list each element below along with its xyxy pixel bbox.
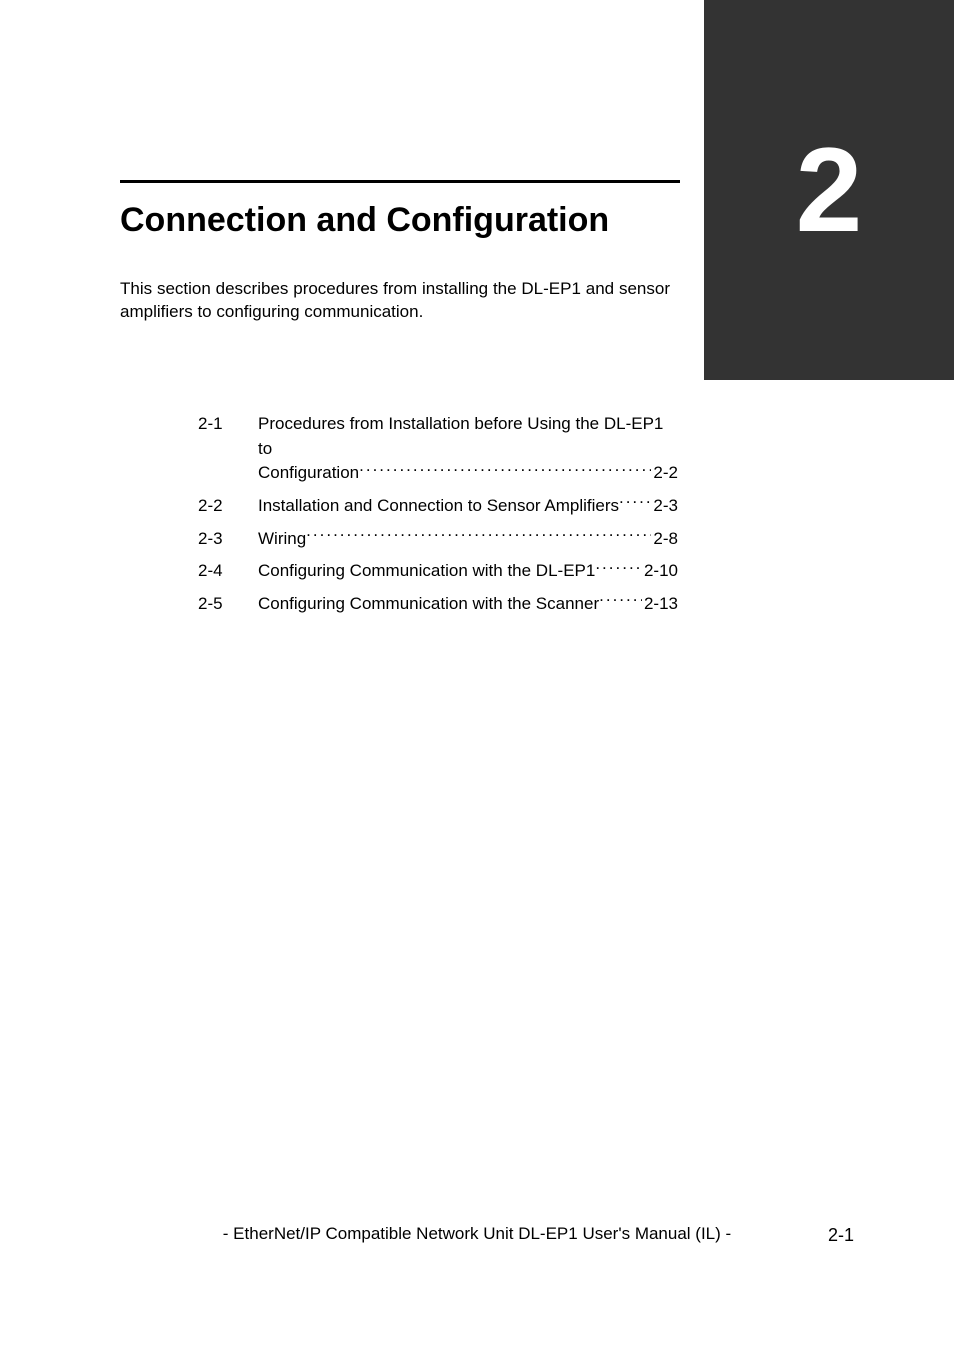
page-number: 2-1 [828, 1225, 854, 1246]
chapter-title: Connection and Configuration [120, 183, 680, 240]
toc-item-text: Procedures from Installation before Usin… [258, 412, 678, 486]
page: 2 Connection and Configuration This sect… [0, 0, 954, 1352]
toc-item: 2-2 Installation and Connection to Senso… [198, 494, 678, 519]
toc-item: 2-1 Procedures from Installation before … [198, 412, 678, 486]
toc-item-line2: Configuring Communication with the Scann… [258, 592, 599, 617]
toc-item-text: Installation and Connection to Sensor Am… [258, 494, 678, 519]
toc-item-number: 2-1 [198, 412, 258, 437]
toc-item-line2: Configuration [258, 461, 359, 486]
toc-item-number: 2-4 [198, 559, 258, 584]
toc-leader [359, 461, 651, 478]
toc-item: 2-4 Configuring Communication with the D… [198, 559, 678, 584]
toc-item-line1: Procedures from Installation before Usin… [258, 412, 678, 461]
toc-item: 2-5 Configuring Communication with the S… [198, 592, 678, 617]
toc-leader [595, 559, 642, 576]
toc-item-page: 2-13 [642, 592, 678, 617]
toc-item-page: 2-8 [651, 527, 678, 552]
toc-leader [599, 592, 642, 609]
toc-item-number: 2-5 [198, 592, 258, 617]
chapter-intro: This section describes procedures from i… [120, 278, 670, 324]
toc-item-number: 2-3 [198, 527, 258, 552]
toc-item-line2: Wiring [258, 527, 306, 552]
chapter-tab: 2 [704, 0, 954, 380]
toc-leader [306, 527, 651, 544]
toc-item-page: 2-3 [651, 494, 678, 519]
toc-item-line2: Configuring Communication with the DL-EP… [258, 559, 595, 584]
toc-item-number: 2-2 [198, 494, 258, 519]
toc-leader [619, 494, 651, 511]
title-block: Connection and Configuration [120, 180, 680, 240]
toc-item-text: Wiring 2-8 [258, 527, 678, 552]
toc-item-page: 2-2 [651, 461, 678, 486]
toc-item-text: Configuring Communication with the Scann… [258, 592, 678, 617]
toc-item-line2: Installation and Connection to Sensor Am… [258, 494, 619, 519]
chapter-number: 2 [796, 121, 863, 259]
footer-text: - EtherNet/IP Compatible Network Unit DL… [0, 1224, 954, 1244]
toc-item-text: Configuring Communication with the DL-EP… [258, 559, 678, 584]
toc-item: 2-3 Wiring 2-8 [198, 527, 678, 552]
table-of-contents: 2-1 Procedures from Installation before … [198, 412, 678, 624]
toc-item-page: 2-10 [642, 559, 678, 584]
